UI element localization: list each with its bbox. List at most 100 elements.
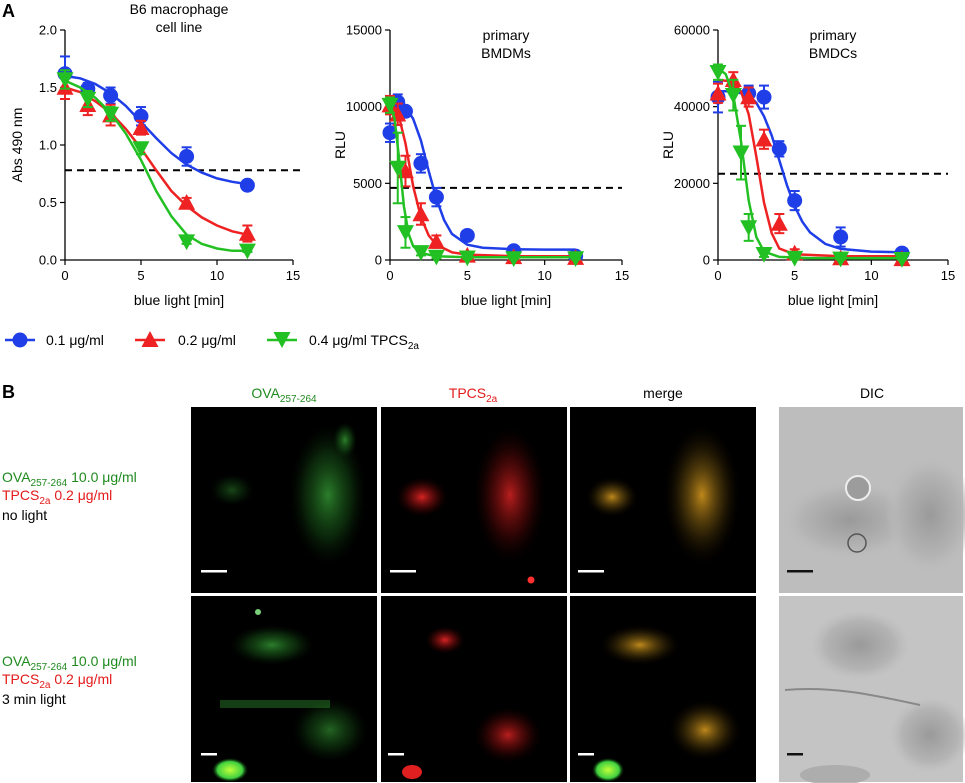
legend-label-02: 0.2 μg/ml: [178, 332, 236, 348]
scale-bar: [787, 570, 813, 573]
data-point-circle: [787, 193, 803, 209]
row-label-1: OVA257-264 10.0 μg/ml TPCS2a 0.2 μg/ml n…: [2, 469, 137, 523]
y-tick-label: 0.5: [39, 195, 57, 210]
micro-tpcs-no-light: [381, 407, 567, 593]
row1-ova-conc: 10.0 μg/ml: [67, 469, 137, 485]
data-point-triangle-down: [389, 160, 407, 177]
chart-title-line: BMDCs: [809, 45, 857, 61]
micro-ova-light: [191, 596, 377, 782]
chart-title-line: primary: [810, 27, 857, 43]
data-point-triangle-up: [178, 194, 196, 210]
data-point-triangle-up: [238, 225, 256, 241]
data-point-triangle-down: [412, 245, 430, 261]
panel-b-letter: B: [2, 382, 15, 402]
col-header-merge: merge: [643, 385, 683, 401]
data-point-triangle-down: [79, 91, 97, 108]
x-axis-title: blue light [min]: [788, 292, 878, 308]
data-point-triangle-up: [412, 205, 430, 222]
data-point-triangle-down: [832, 251, 850, 268]
y-tick-label: 0.0: [39, 253, 57, 268]
data-point-triangle-up: [770, 215, 788, 231]
data-point-triangle-down: [567, 251, 585, 267]
data-point-triangle-down: [724, 87, 742, 104]
data-point-triangle-down: [381, 97, 399, 114]
data-point-triangle-down: [102, 106, 120, 123]
col-header-tpcs-sub: 2a: [486, 394, 498, 405]
micro-tpcs-light: [381, 596, 567, 782]
row1-tpcs-conc: 0.2 μg/ml: [50, 487, 112, 503]
x-tick-label: 10: [864, 268, 878, 283]
legend-item-02: 0.2 μg/ml: [135, 331, 236, 348]
scale-bar: [390, 570, 416, 573]
y-axis-title: Abs 490 nm: [9, 108, 25, 183]
series-curve-c01: [389, 99, 576, 251]
data-point-circle: [413, 155, 429, 171]
x-tick-label: 5: [464, 268, 471, 283]
legend-item-04: 0.4 μg/ml TPCS2a: [267, 332, 419, 352]
x-tick-label: 10: [537, 268, 551, 283]
legend-marker-04: [273, 332, 291, 348]
data-point-triangle-up: [755, 130, 773, 147]
legend-marker-02: [141, 331, 159, 347]
series-curve-c01: [64, 74, 248, 186]
col-header-ova: OVA257-264: [251, 385, 317, 405]
row1-ova-sub: 257-264: [31, 478, 68, 489]
row1-light: no light: [2, 507, 47, 523]
legend-marker-01: [12, 332, 28, 348]
data-point-triangle-down: [56, 72, 74, 88]
y-tick-label: 1.5: [39, 80, 57, 95]
scale-bar: [578, 753, 594, 756]
row1-tpcs-line: TPCS2a 0.2 μg/ml: [2, 487, 112, 507]
series-curve-c04: [64, 79, 248, 253]
row-label-2: OVA257-264 10.0 μg/ml TPCS2a 0.2 μg/ml 3…: [2, 653, 137, 707]
row2-light: 3 min light: [2, 691, 66, 707]
data-point-triangle-down: [732, 145, 750, 162]
col-header-tpcs-main: TPCS: [449, 385, 486, 401]
row1-tpcs-sub: 2a: [39, 496, 51, 507]
y-axis-title: RLU: [332, 131, 348, 159]
data-point-triangle-down: [427, 249, 445, 266]
data-point-triangle-down: [755, 247, 773, 263]
col-header-dic: DIC: [860, 385, 884, 401]
row2-tpcs-sub: 2a: [39, 680, 51, 691]
col-header-tpcs: TPCS2a: [449, 385, 498, 405]
row2-ova-conc: 10.0 μg/ml: [67, 653, 137, 669]
legend-label-01: 0.1 μg/ml: [46, 332, 104, 348]
data-point-circle: [756, 89, 772, 105]
y-axis-title: RLU: [660, 131, 676, 159]
data-point-triangle-down: [505, 251, 523, 267]
data-point-triangle-down: [238, 243, 256, 260]
data-point-triangle-up: [132, 119, 150, 135]
x-tick-label: 5: [137, 268, 144, 283]
series-curve-c02: [389, 104, 576, 258]
y-tick-label: 1.0: [39, 138, 57, 153]
data-point-triangle-down: [786, 250, 804, 267]
legend-label-04-sub: 2a: [408, 341, 420, 352]
micro-dic-no-light: [779, 407, 965, 593]
chart-title-line: cell line: [156, 19, 203, 35]
data-point-triangle-up: [740, 88, 758, 105]
x-tick-label: 0: [61, 268, 68, 283]
data-point-triangle-down: [396, 225, 414, 241]
series-curve-c02: [64, 86, 248, 236]
data-point-triangle-down: [178, 234, 196, 251]
x-tick-label: 0: [386, 268, 393, 283]
row2-ova: OVA: [2, 653, 31, 669]
micro-dic-light: [779, 596, 965, 783]
micro-ova-no-light: [191, 407, 377, 593]
row2-tpcs-line: TPCS2a 0.2 μg/ml: [2, 671, 112, 691]
x-tick-label: 5: [791, 268, 798, 283]
chart-b6-macrophage: B6 macrophage cell line 0 5 10 15 0.0 0.5 1.0 1.5…: [9, 1, 303, 308]
data-point-triangle-down: [893, 252, 911, 268]
data-point-circle: [771, 141, 787, 157]
chart-title-line: primary: [483, 27, 530, 43]
scale-bar: [578, 570, 604, 573]
data-point-circle: [239, 177, 255, 193]
row2-tpcs-conc: 0.2 μg/ml: [50, 671, 112, 687]
x-tick-label: 15: [615, 268, 629, 283]
col-header-ova-sub: 257-264: [280, 394, 317, 405]
row2-tpcs: TPCS: [2, 671, 39, 687]
data-point-triangle-up: [427, 233, 445, 249]
chart-title-line: BMDMs: [481, 45, 531, 61]
row1-ova: OVA: [2, 469, 31, 485]
